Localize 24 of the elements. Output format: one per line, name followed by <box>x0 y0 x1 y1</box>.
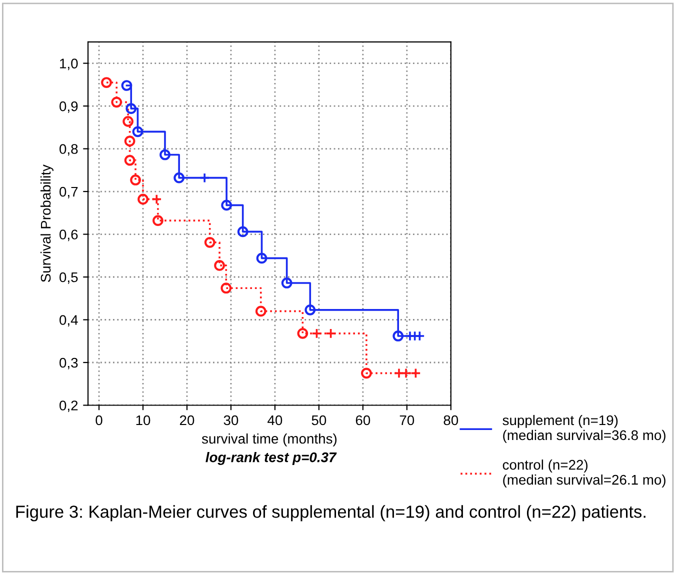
legend-label: supplement (n=19) (median survival=36.8 mo) <box>502 414 666 443</box>
x-axis-title: survival time (months) <box>202 433 337 446</box>
x-tick-label: 60 <box>356 415 370 426</box>
y-tick-label: 0,2 <box>60 400 78 412</box>
x-tick-label: 10 <box>136 415 150 426</box>
legend-label: control (n=22) (median survival=26.1 mo) <box>502 460 666 488</box>
y-tick-label: 0,9 <box>60 101 78 113</box>
y-tick-label: 0,4 <box>60 315 78 327</box>
x-tick-label: 80 <box>444 415 458 426</box>
y-tick-label: 0,8 <box>60 144 78 156</box>
x-tick-label: 70 <box>400 415 414 426</box>
x-tick-label: 50 <box>312 415 326 426</box>
y-axis-title: Survival Probability <box>40 164 54 282</box>
x-tick-label: 30 <box>224 415 238 426</box>
y-tick-label: 1,0 <box>60 58 78 70</box>
y-tick-label: 0,3 <box>60 358 78 370</box>
x-tick-label: 40 <box>268 415 282 426</box>
x-tick-label: 0 <box>96 415 102 426</box>
text: log-rank test p=0.37 <box>206 452 337 465</box>
x-tick-label: 20 <box>180 415 194 426</box>
y-tick-label: 0,7 <box>60 186 78 198</box>
y-tick-label: 0,5 <box>60 272 78 284</box>
y-tick-label: 0,6 <box>60 230 78 242</box>
caption: Figure 3: Kaplan-Meier curves of supplemental (n=19) and control (n=22) patients. <box>16 505 646 522</box>
